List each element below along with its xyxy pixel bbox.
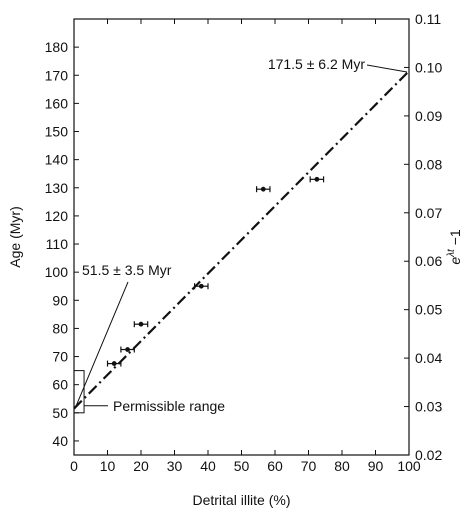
y-tick-label: 60	[52, 377, 68, 393]
annotation-top-age: 171.5 ± 6.2 Myr	[268, 56, 366, 72]
x-tick-label: 0	[70, 458, 78, 474]
data-point	[111, 361, 117, 366]
plot-frame	[73, 18, 410, 456]
y-right-tick-label: 0.07	[415, 205, 442, 221]
data-point	[314, 176, 320, 182]
annotation-permissible-range: Permissible range	[113, 398, 225, 414]
x-tick-label: 100	[397, 458, 421, 474]
data-point	[198, 283, 204, 289]
data-point	[260, 186, 266, 192]
y-right-tick-label: 0.03	[415, 399, 442, 415]
marks-layer	[73, 64, 410, 414]
x-tick-label: 80	[334, 458, 350, 474]
x-tick-label: 20	[133, 458, 149, 474]
x-tick-label: 30	[167, 458, 183, 474]
x-tick-label: 40	[200, 458, 216, 474]
y-axis-label: Age (Myr)	[7, 206, 23, 267]
y-tick-label: 40	[52, 433, 68, 449]
y-tick-label: 160	[45, 95, 69, 111]
x-tick-label: 70	[301, 458, 317, 474]
y-right-tick-label: 0.04	[415, 350, 442, 366]
y-tick-label: 110	[46, 236, 69, 252]
y-right-axis-label: eλt −1	[446, 229, 463, 265]
annotation-low-leader	[74, 281, 129, 409]
data-point	[138, 321, 144, 327]
y-tick-label: 120	[45, 208, 69, 224]
x-tick-label: 10	[100, 458, 116, 474]
y-tick-label: 180	[45, 39, 69, 55]
y-tick-label: 140	[45, 152, 69, 168]
x-tick-label: 60	[267, 458, 283, 474]
data-point	[125, 347, 130, 352]
y-right-tick-label: 0.09	[415, 108, 442, 124]
y-right-tick-label: 0.11	[415, 11, 441, 27]
ticks-layer: 0 10 20 30 40 50 60 70 80 90 100 40 50 60 70 80 90 100 110…	[45, 11, 443, 474]
y-tick-label: 50	[52, 405, 68, 421]
y-right-tick-label: 0.06	[415, 253, 442, 269]
x-axis-label: Detrital illite (%)	[192, 492, 290, 508]
y-right-tick-label: 0.10	[415, 59, 442, 75]
annotation-top-leader	[366, 64, 408, 73]
annotation-low-age: 51.5 ± 3.5 Myr	[82, 262, 172, 278]
y-tick-label: 70	[52, 349, 68, 365]
y-tick-label: 170	[45, 67, 69, 83]
y-tick-label: 100	[45, 264, 69, 280]
y-tick-label: 130	[45, 180, 69, 196]
y-right-tick-label: 0.08	[415, 156, 442, 172]
y-right-tick-label: 0.02	[415, 447, 442, 463]
y-tick-label: 150	[45, 124, 69, 140]
x-tick-label: 90	[368, 458, 384, 474]
y-tick-label: 80	[52, 320, 68, 336]
y-right-tick-label: 0.05	[415, 302, 442, 318]
fit-line	[73, 70, 410, 410]
y-tick-label: 90	[52, 292, 68, 308]
x-tick-label: 50	[234, 458, 250, 474]
